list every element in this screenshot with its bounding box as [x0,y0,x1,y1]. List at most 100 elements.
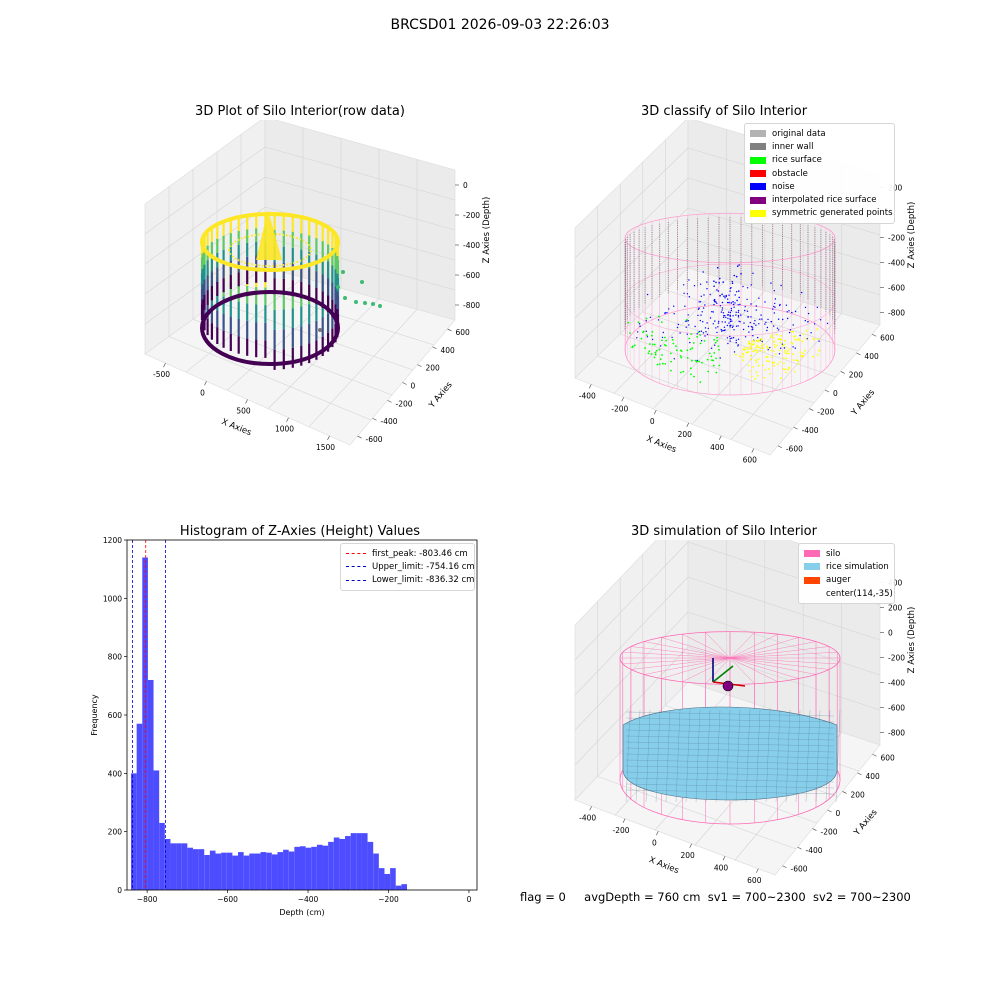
noise-point [753,322,755,325]
symmetric-generated-point [755,361,758,363]
rice-surface-point [680,350,683,352]
rice-surface-point [680,356,683,359]
symmetric-generated-point [735,353,737,356]
y-tick-label: 600 [881,753,896,762]
symmetric-generated-point [792,353,794,356]
histogram-bar [260,852,267,890]
noise-point [661,336,664,339]
x-tick-label: -500 [153,370,170,379]
noise-point [737,338,740,340]
noise-point [717,322,720,324]
noise-point [755,305,757,307]
histogram-bar [226,852,233,890]
noise-point [724,321,726,323]
y-tick [782,865,787,868]
rice-surface-point [661,354,663,356]
silo-roof-spoke [729,637,799,659]
noise-point [729,320,732,323]
rice-surface-point [644,347,646,349]
status-line: flag = 0 avgDepth = 760 cm sv1 = 700~230… [520,890,911,904]
noise-point [639,325,641,327]
rice-surface-point [671,338,674,341]
symmetric-generated-point [768,368,770,370]
noise-point [702,332,705,334]
rice-surface-point [675,349,678,352]
noise-point [789,329,792,331]
noise-point [728,301,730,304]
z-tick-label: -800 [463,301,480,310]
noise-point [711,311,713,313]
rice-mesh-line [765,709,771,803]
symmetric-generated-point [805,337,807,340]
plot2-legend: original data inner wall rice surface obsta… [744,123,895,225]
plot2-title: 3D classify of Silo Interior [640,104,808,119]
rice-surface-point [698,360,700,363]
noise-point [729,335,731,338]
noise-point [773,290,775,292]
legend-item: symmetric generated points [750,207,893,220]
y-axis-label: Y Axies [852,807,880,838]
x-tick [286,417,289,422]
x-tick [204,381,207,386]
noise-point [737,325,739,327]
rice-surface-point [655,349,658,352]
y-tick [797,846,802,850]
noise-point [737,314,740,317]
noise-point [747,316,749,318]
grid-line [574,237,689,349]
symmetric-generated-point [763,350,766,353]
grid-line [574,147,689,259]
symmetric-generated-point [816,353,819,356]
legend-label: symmetric generated points [772,208,893,219]
symmetric-generated-point [749,358,752,360]
grid-line [642,311,837,378]
symmetric-generated-point [780,334,783,337]
legend-swatch [750,183,766,191]
rice-surface-point [716,339,719,342]
noise-point [755,324,757,326]
noise-point [671,336,673,339]
noise-point [730,309,733,312]
noise-point [783,347,786,349]
z-tick-label: -600 [463,271,480,280]
noise-point [734,302,736,304]
rice-surface-point [717,345,720,347]
y-tick [402,382,407,385]
noise-point [721,307,724,309]
symmetric-generated-point [738,355,741,358]
noise-point [729,311,732,314]
rice-surface-point [696,336,698,338]
rice-mesh-line [655,709,661,803]
y-tick-label: 400 [866,772,881,781]
x-axis-label: X Axies [220,417,253,438]
legend-item: obstacle [750,167,889,180]
y-tick-label: 400 [864,352,879,361]
noise-point [807,321,809,323]
x-tick [622,818,626,823]
grid-line [620,333,815,404]
symmetric-generated-point [773,343,776,346]
inner-rim [228,233,312,267]
silo-roof-spoke [705,632,731,659]
symmetric-generated-point [755,359,757,362]
noise-point [685,326,687,328]
y-axis-label: Y Axies [427,380,455,411]
noise-point [705,331,707,333]
rice-mesh-line [645,709,651,803]
symmetric-generated-point [759,340,761,342]
symmetric-generated-point [757,339,760,342]
symmetric-generated-point [792,331,795,333]
outlier-point [318,328,322,332]
symmetric-generated-point [783,350,786,352]
noise-point [709,293,711,296]
histogram-bar [345,836,351,890]
y-tick [827,809,832,813]
x-tick-label: -400 [579,813,596,822]
symmetric-generated-point [773,361,775,364]
noise-point [729,326,731,328]
noise-point [687,314,689,316]
noise-point [749,321,751,324]
legend-item: center(114,-35) [804,587,893,600]
rice-simulation-surface [622,706,838,801]
rice-surface-point [716,336,718,339]
